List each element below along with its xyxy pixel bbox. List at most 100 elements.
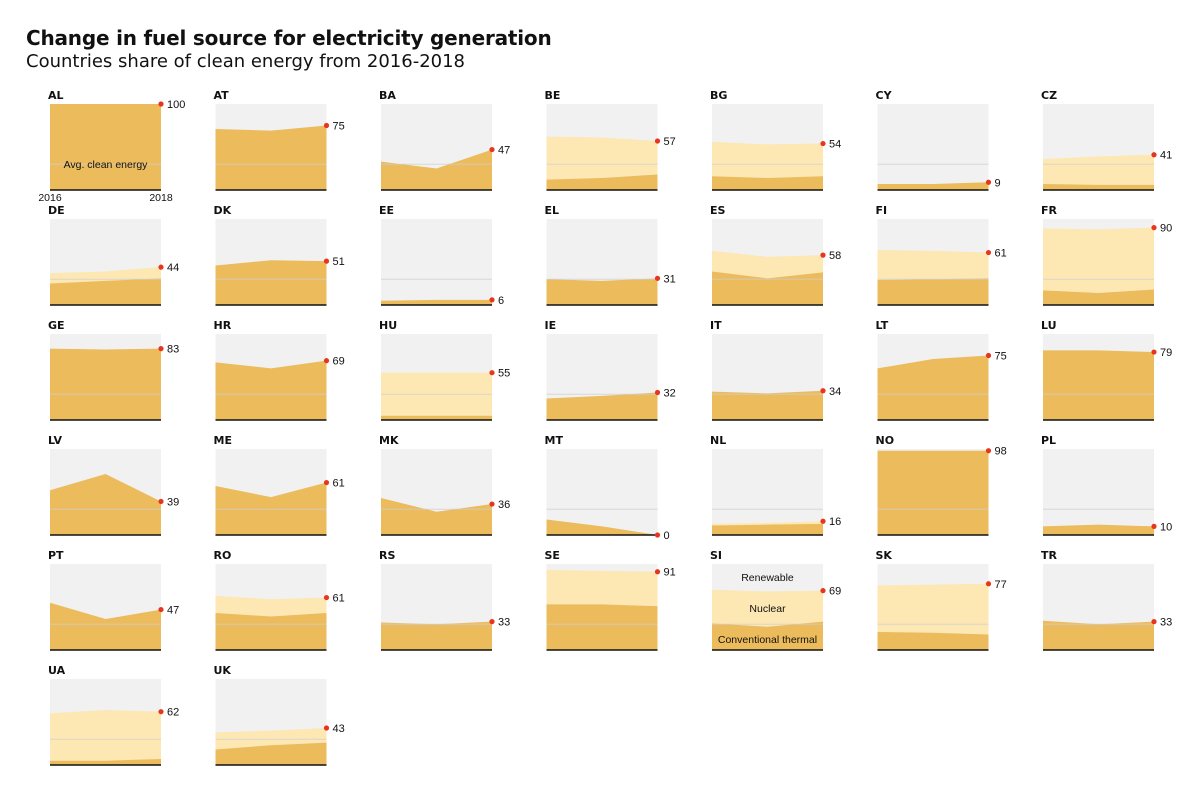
country-code: RO bbox=[214, 549, 232, 562]
conventional-thermal-area bbox=[546, 174, 658, 190]
country-code: NO bbox=[876, 434, 895, 447]
conventional-thermal-area bbox=[877, 278, 989, 305]
end-marker bbox=[489, 146, 495, 153]
panel-ua: UA 62 bbox=[48, 664, 179, 766]
end-marker bbox=[323, 479, 330, 486]
avg-clean-energy-label: Avg. clean energy bbox=[64, 159, 149, 171]
x-end-label: 2018 bbox=[149, 192, 173, 204]
country-code: UA bbox=[48, 664, 66, 677]
country-code: GE bbox=[48, 319, 65, 332]
panel-lt: LT 75 bbox=[876, 319, 1007, 421]
panel-hu: HU 55 bbox=[379, 319, 510, 421]
panel-pt: PT 47 bbox=[48, 549, 179, 651]
conventional-thermal-area bbox=[546, 392, 658, 420]
panel-pl: PL 10 bbox=[1041, 434, 1172, 536]
conventional-thermal-area bbox=[381, 621, 492, 650]
renewable-area bbox=[712, 250, 823, 279]
panel-cz: CZ 41 bbox=[1041, 89, 1172, 191]
panel-lv: LV 39 bbox=[48, 434, 179, 536]
conventional-thermal-area bbox=[381, 149, 492, 190]
value-label: 69 bbox=[829, 586, 841, 598]
country-code: PT bbox=[48, 549, 64, 562]
conventional-thermal-area bbox=[1043, 350, 1154, 420]
value-label: 44 bbox=[167, 262, 179, 274]
conventional-thermal-area bbox=[546, 519, 658, 535]
conventional-thermal-area bbox=[50, 278, 161, 305]
value-label: 100 bbox=[167, 99, 185, 111]
renewable-area bbox=[1043, 154, 1154, 185]
end-marker bbox=[985, 352, 992, 359]
panel-ge: GE 83 bbox=[48, 319, 179, 421]
end-marker bbox=[820, 252, 826, 258]
conventional-thermal-area bbox=[50, 104, 161, 190]
end-marker bbox=[158, 606, 164, 613]
panel-lu: LU 79 bbox=[1041, 319, 1172, 421]
end-marker bbox=[489, 297, 495, 303]
country-code: ME bbox=[214, 434, 232, 447]
end-marker bbox=[323, 258, 330, 264]
end-marker bbox=[654, 275, 661, 281]
value-label: 43 bbox=[333, 723, 345, 735]
conventional-thermal-area bbox=[712, 621, 823, 650]
conventional-thermal-area bbox=[215, 260, 327, 305]
conventional-thermal-area bbox=[877, 631, 989, 650]
value-label: 41 bbox=[1160, 150, 1172, 162]
renewable-area bbox=[712, 521, 823, 526]
conventional-thermal-area bbox=[712, 390, 823, 420]
country-code: AL bbox=[48, 89, 64, 102]
country-code: UK bbox=[214, 664, 232, 677]
value-label: 9 bbox=[995, 177, 1001, 189]
panel-el: EL 31 bbox=[545, 204, 676, 306]
end-marker bbox=[820, 518, 826, 524]
value-label: 55 bbox=[498, 368, 510, 380]
panel-sk: SK 77 bbox=[876, 549, 1007, 651]
end-marker bbox=[323, 725, 330, 731]
x-start-label: 2016 bbox=[38, 192, 62, 204]
value-label: 47 bbox=[498, 145, 510, 157]
panel-al: AL 100 Avg. clean energy 2016 2018 bbox=[38, 89, 185, 204]
country-code: HR bbox=[214, 319, 232, 332]
conventional-thermal-area bbox=[877, 450, 989, 535]
value-label: 36 bbox=[498, 499, 510, 511]
panel-uk: UK 43 bbox=[214, 664, 345, 766]
conventional-thermal-area bbox=[1043, 524, 1154, 535]
panel-background bbox=[381, 219, 492, 305]
value-label: 61 bbox=[995, 248, 1007, 260]
renewable-area bbox=[50, 709, 161, 761]
country-code: FI bbox=[876, 204, 888, 217]
end-marker bbox=[820, 140, 826, 147]
country-code: RS bbox=[379, 549, 395, 562]
conventional-thermal-area bbox=[50, 348, 161, 420]
conventional-thermal-area bbox=[50, 602, 161, 650]
end-marker bbox=[985, 179, 992, 185]
conventional-thermal-area bbox=[1043, 620, 1154, 650]
panel-background bbox=[546, 449, 658, 535]
end-marker bbox=[158, 264, 164, 270]
chart-subtitle: Countries share of clean energy from 201… bbox=[26, 51, 466, 72]
country-code: EE bbox=[379, 204, 394, 217]
conventional-thermal-area bbox=[381, 299, 492, 305]
panel-se: SE 91 bbox=[545, 549, 676, 651]
country-code: LT bbox=[876, 319, 889, 332]
value-label: 79 bbox=[1160, 347, 1172, 359]
value-label: 58 bbox=[829, 250, 841, 262]
panel-dk: DK 51 bbox=[214, 204, 345, 306]
value-label: 75 bbox=[995, 351, 1007, 363]
value-label: 31 bbox=[664, 273, 676, 285]
panel-be: BE 57 bbox=[545, 89, 676, 191]
conventional-thermal-area bbox=[1043, 289, 1154, 305]
end-marker bbox=[323, 122, 330, 129]
end-marker bbox=[654, 389, 661, 396]
end-marker bbox=[158, 346, 164, 352]
country-code: EL bbox=[545, 204, 560, 217]
country-code: LU bbox=[1041, 319, 1057, 332]
end-marker bbox=[1151, 152, 1157, 158]
renewable-area bbox=[712, 589, 823, 627]
panel-background bbox=[1043, 449, 1154, 535]
panel-fr: FR 90 bbox=[1041, 204, 1172, 306]
nuclear-label: Nuclear bbox=[749, 603, 786, 615]
value-label: 62 bbox=[167, 707, 179, 719]
panel-me: ME 61 bbox=[214, 434, 345, 536]
panel-no: NO 98 bbox=[876, 434, 1007, 536]
panel-es: ES 58 bbox=[710, 204, 841, 306]
